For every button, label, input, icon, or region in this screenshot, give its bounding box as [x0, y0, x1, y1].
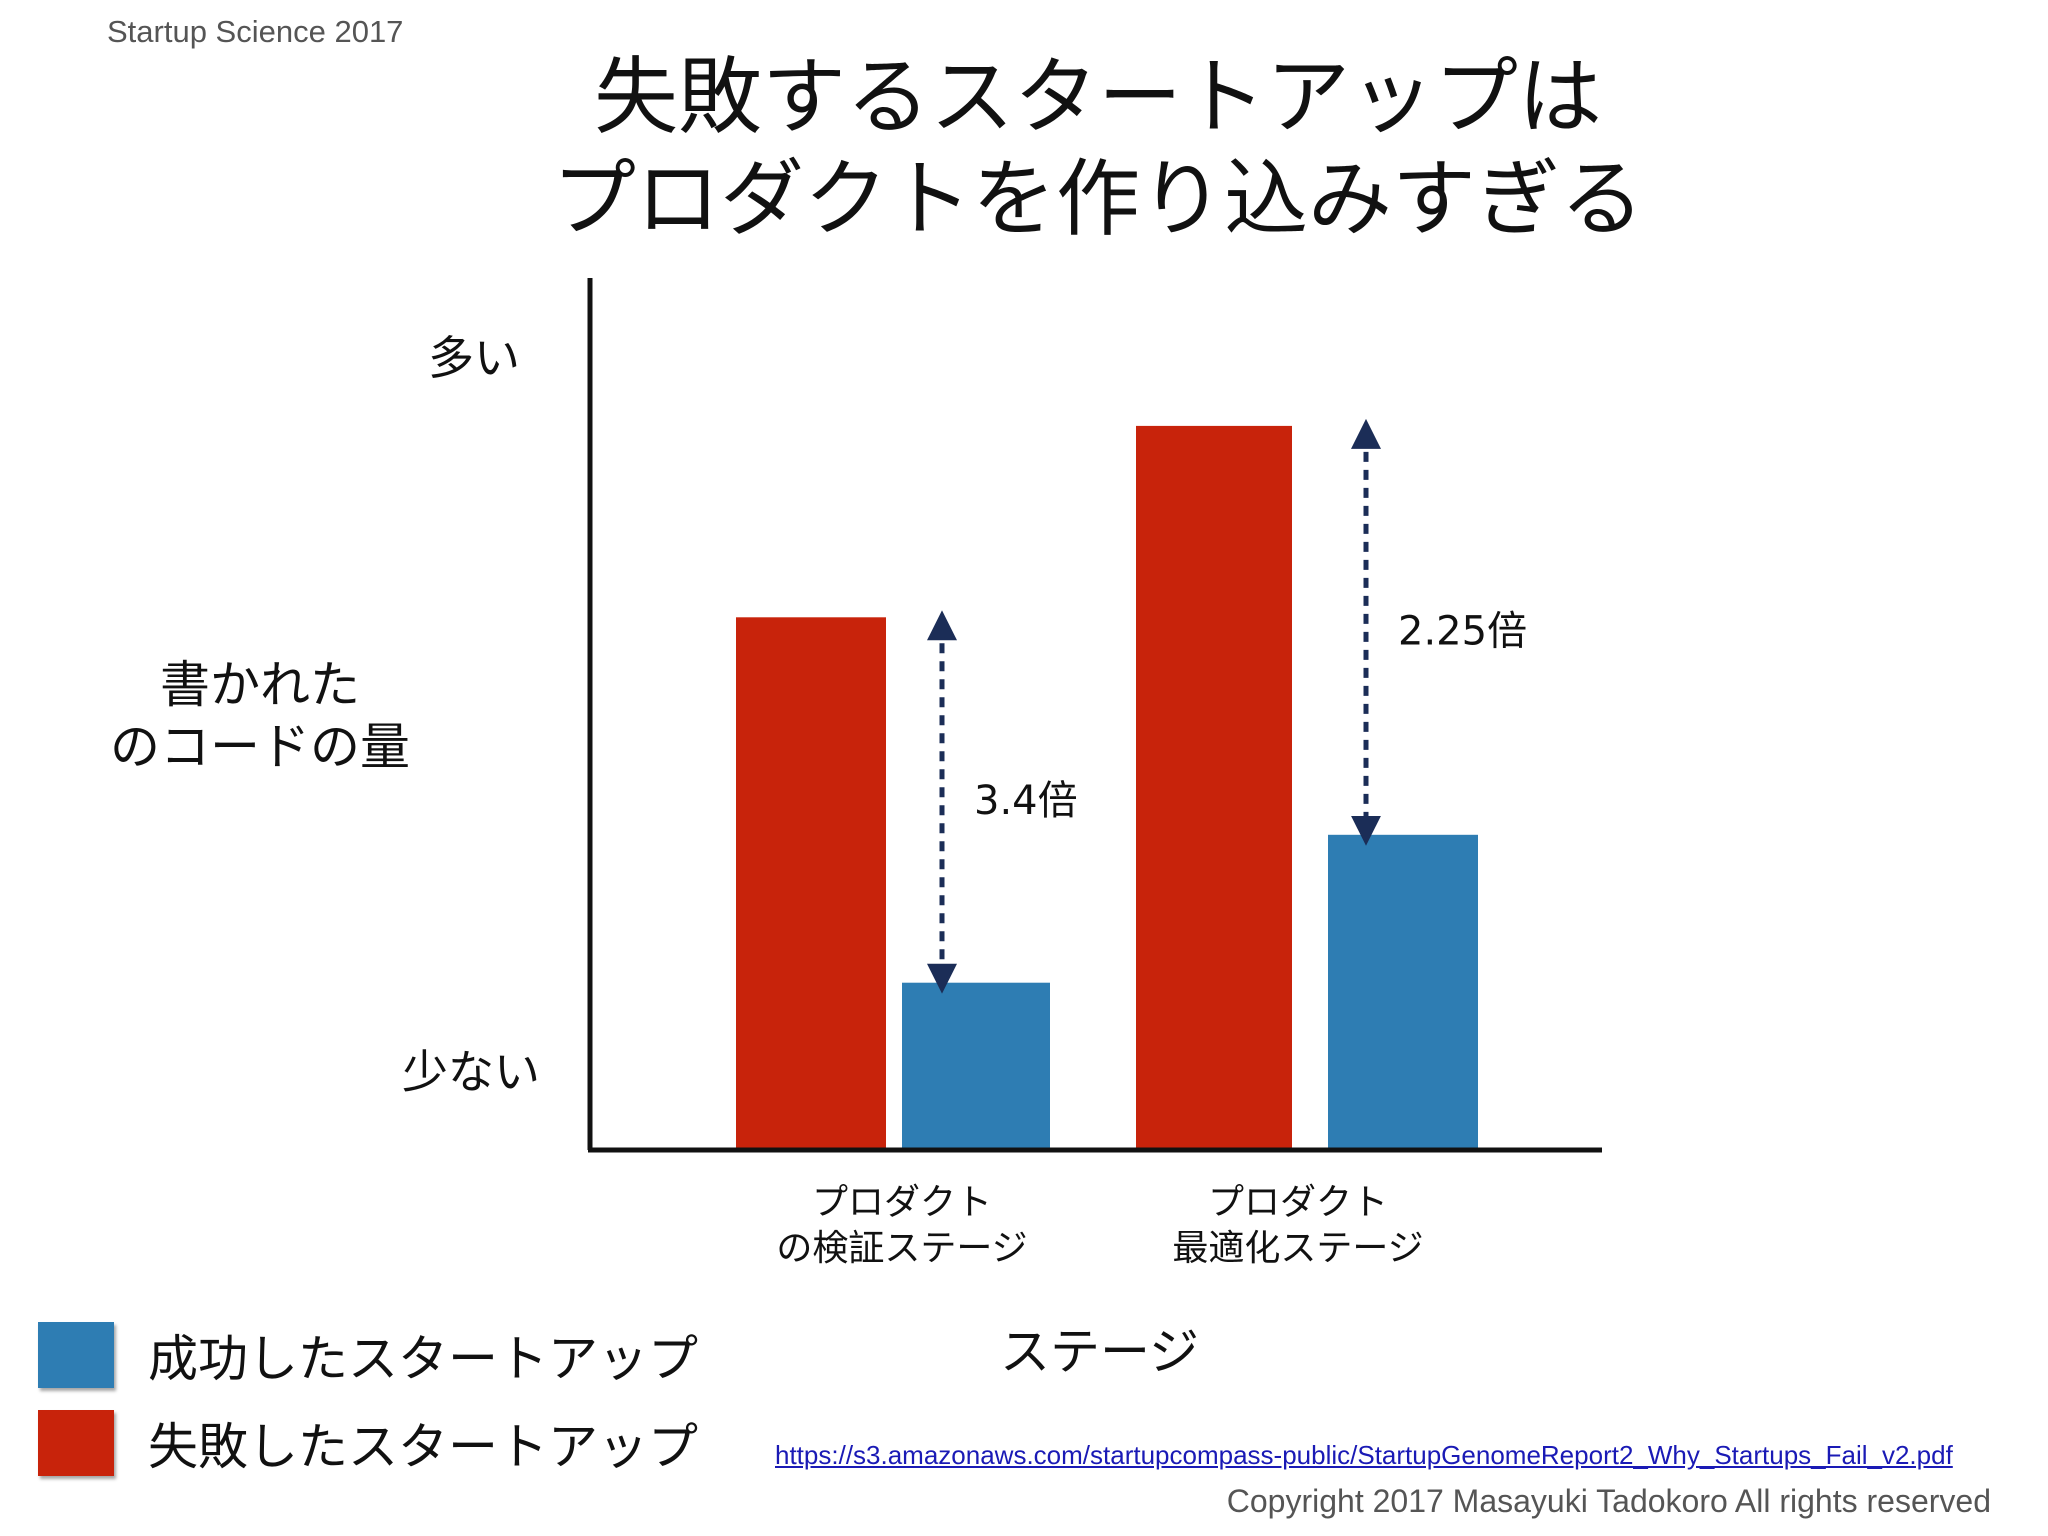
legend-item-failure: 失敗したスタートアップ: [38, 1408, 698, 1478]
slide-title: 失敗するスタートアップは プロダクトを作り込みすぎる: [0, 46, 2048, 250]
ratio-label-1: 3.4倍: [974, 778, 1078, 824]
y-axis-title: 書かれた のコードの量: [90, 654, 430, 778]
x-axis-title: ステージ: [1000, 1323, 1199, 1381]
bar-failed-1: [736, 617, 886, 1148]
legend-swatch-success: [38, 1322, 114, 1388]
category-label-optimization-line-2: 最適化ステージ: [1172, 1228, 1424, 1269]
category-label-optimization-line-1: プロダクト: [1207, 1182, 1388, 1223]
bar-failed-2: [1136, 425, 1292, 1148]
y-axis-high-label: 多い: [428, 331, 520, 385]
title-line-1: 失敗するスタートアップは: [593, 48, 1602, 146]
category-label-optimization: プロダクト 最適化ステージ: [1138, 1180, 1458, 1272]
y-axis-title-line-1: 書かれた: [160, 656, 360, 714]
bar-successful-1: [902, 982, 1050, 1148]
title-line-2: プロダクトを作り込みすぎる: [551, 150, 1644, 248]
y-axis-low-label: 少ない: [402, 1045, 540, 1099]
legend-label-success: 成功したスタートアップ: [148, 1330, 698, 1388]
bar-successful-2: [1328, 834, 1478, 1148]
legend-swatch-failure: [38, 1410, 114, 1476]
source-link[interactable]: https://s3.amazonaws.com/startupcompass-…: [775, 1440, 1953, 1470]
legend-item-success: 成功したスタートアップ: [38, 1320, 698, 1390]
copyright-text: Copyright 2017 Masayuki Tadokoro All rig…: [1226, 1483, 1991, 1519]
category-label-validation-line-2: の検証ステージ: [776, 1228, 1028, 1269]
category-label-validation: プロダクト の検証ステージ: [742, 1180, 1062, 1272]
category-label-validation-line-1: プロダクト: [811, 1182, 992, 1223]
ratio-label-2: 2.25倍: [1398, 608, 1527, 654]
brand-label: Startup Science 2017: [107, 14, 404, 49]
legend-label-failure: 失敗したスタートアップ: [148, 1418, 698, 1476]
y-axis-title-line-2: のコードの量: [110, 718, 410, 776]
